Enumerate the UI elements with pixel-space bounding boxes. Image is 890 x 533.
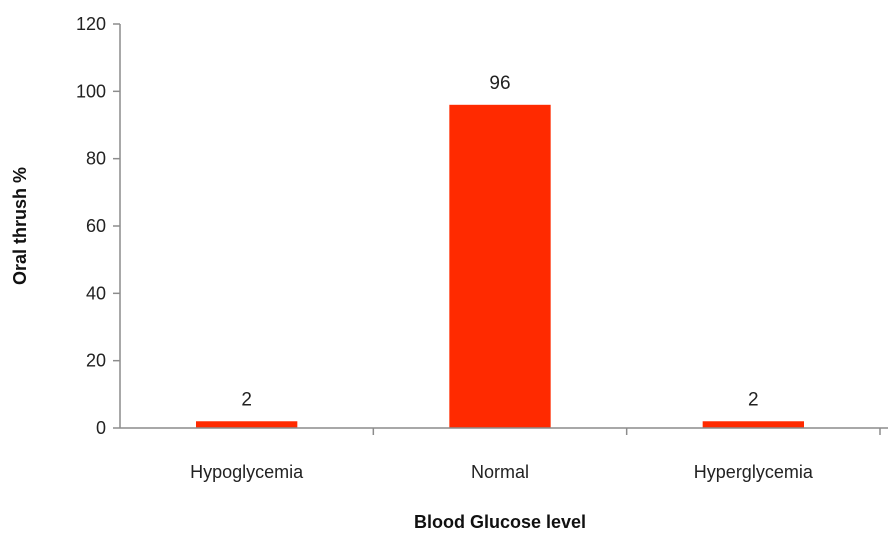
bar-normal bbox=[449, 104, 551, 429]
y-axis-ticks: 0 20 40 60 80 100 120 bbox=[76, 14, 120, 438]
x-tick-label: Hypoglycemia bbox=[190, 462, 304, 482]
y-tick-label: 60 bbox=[86, 216, 106, 236]
y-axis-title: Oral thrush % bbox=[10, 167, 30, 285]
bar-hypoglycemia bbox=[196, 421, 298, 428]
y-tick-label: 120 bbox=[76, 14, 106, 34]
bar-hyperglycemia bbox=[702, 421, 804, 428]
data-label-hypoglycemia: 2 bbox=[241, 389, 252, 410]
y-tick-label: 80 bbox=[86, 149, 106, 169]
x-axis-ticks: Hypoglycemia Normal Hyperglycemia bbox=[190, 428, 881, 482]
x-tick-label: Normal bbox=[471, 462, 529, 482]
data-label-normal: 96 bbox=[489, 73, 510, 94]
y-tick-label: 40 bbox=[86, 283, 106, 303]
data-label-hyperglycemia: 2 bbox=[748, 389, 759, 410]
x-axis-title: Blood Glucose level bbox=[414, 512, 586, 532]
data-labels-group: 2 96 2 bbox=[241, 73, 758, 410]
bars-group bbox=[196, 104, 804, 429]
y-tick-label: 100 bbox=[76, 81, 106, 101]
x-tick-label: Hyperglycemia bbox=[694, 462, 814, 482]
y-tick-label: 20 bbox=[86, 351, 106, 371]
y-tick-label: 0 bbox=[96, 418, 106, 438]
